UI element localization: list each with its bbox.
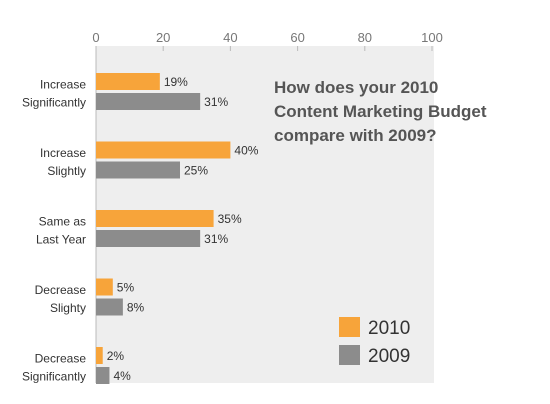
data-label-2010: 40% [234, 144, 258, 158]
data-label-2010: 19% [164, 75, 188, 89]
x-tick-label: 60 [290, 30, 304, 45]
category-label: Slighty [50, 301, 86, 315]
x-tick-label: 100 [421, 30, 443, 45]
category-label: Increase [40, 146, 86, 160]
bar-2009 [96, 93, 201, 110]
data-label-2009: 4% [113, 369, 131, 383]
legend-swatch-2009 [339, 345, 360, 365]
category-label: Increase [40, 78, 86, 92]
chart-title-line-1: How does your 2010 [274, 78, 438, 97]
bar-2009 [96, 230, 201, 247]
category-label: Last Year [36, 233, 86, 247]
legend: 2010 2009 [339, 317, 410, 367]
category-label: Decrease [35, 352, 87, 366]
data-label-2010: 5% [117, 281, 135, 295]
data-label-2010: 35% [218, 212, 242, 226]
legend-swatch-2010 [339, 317, 360, 337]
bar-2010 [96, 141, 231, 159]
bars: 19% 31% 40% 25% 35% 31% 5% 8% 2% 4% [96, 73, 259, 384]
data-label-2009: 8% [127, 301, 145, 315]
chart-title-line-2: Content Marketing Budget [274, 102, 487, 121]
bar-2009 [96, 367, 110, 384]
legend-label-2010: 2010 [368, 318, 410, 339]
category-label: Decrease [35, 283, 87, 297]
chart-title-line-3: compare with 2009? [274, 126, 437, 145]
x-tick-label: 0 [92, 30, 99, 45]
bar-2009 [96, 161, 180, 179]
category-label: Same as [39, 215, 86, 229]
x-tick-label: 40 [223, 30, 237, 45]
category-labels: Increase Significantly Increase Slightly Sam… [22, 78, 86, 384]
x-axis-ticks: 0 20 40 60 80 100 [92, 30, 443, 51]
category-label: Significantly [22, 96, 86, 110]
x-tick-label: 20 [156, 30, 170, 45]
legend-label-2009: 2009 [368, 346, 410, 367]
category-label: Slightly [47, 164, 86, 178]
chart-title: How does your 2010 Content Marketing Bud… [274, 78, 487, 145]
bar-2010 [96, 278, 113, 296]
category-label: Significantly [22, 370, 86, 384]
bar-2010 [96, 73, 160, 90]
data-label-2009: 25% [184, 164, 208, 178]
data-label-2010: 2% [107, 349, 125, 363]
bar-2010 [96, 210, 214, 227]
data-label-2009: 31% [204, 232, 228, 246]
x-tick-label: 80 [358, 30, 372, 45]
bar-2009 [96, 298, 123, 316]
data-label-2009: 31% [204, 95, 228, 109]
bar-2010 [96, 347, 103, 364]
